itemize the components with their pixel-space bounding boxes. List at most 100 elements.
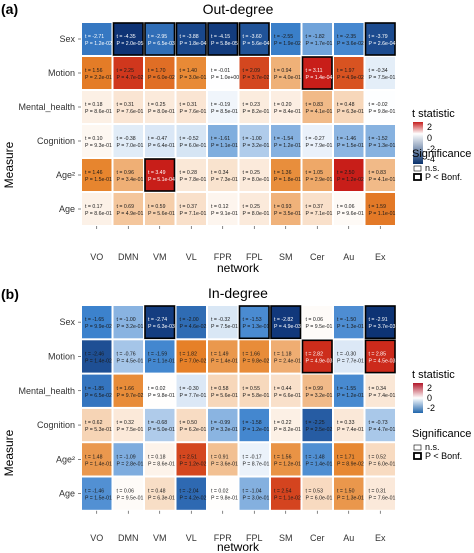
cell-rect (82, 193, 112, 225)
cell-p-value: P = 6.3e-01 (337, 109, 364, 115)
heatmap-cell: t = -1.53P = 1.3e-01 (238, 305, 270, 340)
heatmap-cell: t = 1.66P = 9.8e-02 (239, 340, 269, 373)
cell-p-value: P = 2.4e-01 (274, 358, 301, 364)
heatmap-cell: t = 0.44P = 6.6e-01 (271, 374, 301, 407)
cell-t-value: t = 0.02 (211, 489, 229, 495)
cell-t-value: t = -0.32 (211, 317, 230, 323)
cell-rect (145, 340, 175, 373)
panel-out-degree: (a) Out-degree Measure network t = -2.71… (1, 1, 471, 275)
cell-rect (238, 22, 270, 56)
cell-p-value: P = 1.3e-01 (337, 496, 364, 502)
heatmap-cell: t = -1.00P = 3.2e-01 (113, 306, 144, 339)
cell-rect (365, 125, 395, 157)
x-axis-title-a: network (217, 261, 260, 275)
column-labels-b: VO DMN VM VL FPR FPL SM Cer Au Ex (90, 510, 386, 543)
cell-rect (145, 408, 175, 442)
cell-p-value: P = 1.3e-01 (337, 324, 364, 330)
heatmap-cell: t = 1.40P = 3.0e-01 (176, 57, 206, 89)
cell-rect (302, 477, 332, 510)
cell-p-value: P = 7.7e-01 (337, 358, 364, 364)
cell-t-value: t = -2.04 (180, 489, 199, 495)
cell-rect (113, 340, 143, 373)
cell-rect (365, 91, 395, 123)
cell-t-value: t = 2.25 (117, 68, 135, 74)
cell-rect (271, 193, 301, 225)
heatmap-cell: t = 1.56P = 2.2e-01 (82, 57, 112, 89)
cell-t-value: t = -0.30 (180, 386, 199, 392)
cell-p-value: P = 1.2e-01 (243, 427, 270, 433)
colorbar-ticks-b: 2 0 -2 (427, 383, 435, 413)
cell-rect (301, 339, 333, 374)
cell-t-value: t = -0.73 (369, 420, 388, 426)
column-label: FPR (214, 533, 233, 543)
colorbar-tick: 0 (427, 393, 432, 403)
cell-t-value: t = 1.05 (306, 170, 324, 176)
heatmap-cell: t = 0.94P = 4.0e-01 (271, 57, 301, 89)
cell-p-value: P = 5.8e-05 (211, 41, 238, 47)
heatmap-cell: t = 0.06P = 9.5e-01 (113, 477, 143, 510)
cell-rect (145, 193, 175, 225)
heatmap-cell: t = -0.47P = 6.4e-01 (145, 125, 175, 157)
cell-p-value: P = 4.1e-01 (369, 177, 396, 183)
cell-p-value: P = 3.7e-02 (243, 75, 270, 81)
heatmap-cell: t = 2.09P = 3.7e-02 (239, 57, 270, 89)
cell-rect (239, 57, 269, 89)
cell-p-value: P = 3.2e-01 (211, 427, 238, 433)
cell-t-value: t = 0.34 (369, 386, 387, 392)
panel-label-a: (a) (1, 1, 18, 17)
heatmap-cell: t = -1.48P = 1.4e-01 (302, 443, 332, 476)
heatmap-cell: t = 0.02P = 9.8e-01 (145, 374, 175, 407)
cell-rect (176, 408, 206, 442)
cell-rect (271, 91, 301, 123)
cell-rect (113, 408, 143, 442)
heatmap-cell: t = -0.73P = 4.7e-01 (365, 408, 395, 442)
cell-t-value: t = 0.34 (211, 170, 229, 176)
heatmap-cell: t = 0.33P = 7.4e-01 (334, 408, 364, 442)
heatmap-cell: t = 0.96P = 3.4e-01 (113, 159, 143, 191)
heatmap-cell: t = 1.97P = 4.9e-02 (334, 57, 364, 89)
cell-rect (208, 340, 238, 373)
colorbar-tick: 2 (427, 122, 432, 132)
cell-t-value: t = -1.52 (369, 136, 388, 142)
cell-p-value: P = 1.9e-02 (274, 41, 301, 47)
cell-t-value: t = -2.91 (369, 317, 388, 323)
cell-t-value: t = -0.99 (211, 420, 230, 426)
heatmap-cell: t = -0.30P = 7.7e-01 (334, 340, 364, 373)
cell-t-value: t = -0.47 (148, 136, 167, 142)
cell-rect (176, 57, 206, 89)
cell-rect (144, 158, 176, 192)
cell-rect (176, 340, 206, 373)
cell-t-value: t = 0.37 (306, 204, 324, 210)
heatmap-cell: t = 0.31P = 7.6e-01 (176, 91, 206, 123)
heatmap-cell: t = -1.65P = 9.9e-02 (82, 306, 112, 339)
cell-p-value: P = 9.9e-02 (85, 324, 112, 330)
cell-rect (208, 306, 238, 339)
heatmap-cell: t = -0.01P = 1.0e+00 (208, 57, 239, 89)
heatmap-cell: t = -1.61P = 1.1e-01 (208, 125, 238, 157)
cell-p-value: P = 9.3e-01 (85, 143, 112, 149)
x-axis-title-b: network (217, 540, 260, 553)
heatmap-cell: t = 0.62P = 5.3e-01 (82, 408, 112, 442)
cell-t-value: t = 2.54 (274, 489, 292, 495)
cell-t-value: t = -0.02 (369, 102, 388, 108)
cell-rect (302, 23, 332, 55)
cell-rect (239, 159, 269, 191)
heatmap-cell: t = 3.49P = 5.1e-04 (144, 158, 176, 192)
cell-rect (145, 57, 175, 89)
cell-rect (239, 125, 269, 157)
panel-in-degree: (b) In-degree Measure network t = -1.65P… (1, 285, 471, 553)
cell-t-value: t = -3.88 (180, 34, 199, 40)
cell-t-value: t = 1.66 (243, 351, 261, 357)
column-labels-a: VO DMN VM VL FPR FPL SM Cer Au Ex (90, 226, 386, 262)
cell-p-value: P = 3.2e-01 (117, 324, 144, 330)
cell-t-value: t = 2.50 (337, 170, 355, 176)
cell-p-value: P = 1.2e-01 (337, 393, 364, 399)
cell-rect (176, 443, 206, 476)
column-label: VO (90, 533, 103, 543)
cell-t-value: t = 1.97 (337, 68, 355, 74)
heatmap-cell: t = -2.00P = 4.6e-02 (176, 306, 206, 339)
cell-p-value: P = 1.3e-01 (369, 143, 396, 149)
cell-p-value: P = 8.0e-01 (243, 177, 270, 183)
cell-t-value: t = -0.27 (306, 136, 325, 142)
cell-p-value: P = 1.5e-01 (85, 496, 112, 502)
